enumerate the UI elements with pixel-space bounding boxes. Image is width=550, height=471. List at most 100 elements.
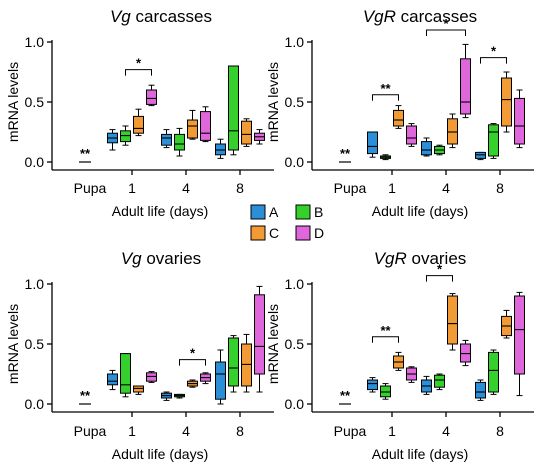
y-tick-label: 1.0	[25, 276, 45, 292]
box-a	[367, 131, 378, 158]
panel-title: VgR ovaries	[374, 249, 467, 268]
box-d	[406, 123, 417, 147]
legend-label-d: D	[314, 225, 324, 241]
box-iqr	[241, 120, 252, 145]
box-a	[215, 349, 226, 405]
box-iqr	[120, 353, 131, 394]
x-tick-label: 8	[236, 180, 244, 196]
panel-title: Vg ovaries	[121, 249, 201, 268]
y-tick-label: 1.0	[25, 34, 45, 50]
box-b	[228, 65, 239, 156]
x-tick-label: Pupa	[74, 180, 107, 196]
box-c	[187, 109, 198, 140]
x-tick-label: 1	[388, 180, 396, 196]
panel-title-italic: VgR	[374, 249, 407, 268]
box-iqr	[514, 97, 525, 145]
box-iqr	[421, 141, 432, 156]
box-c	[241, 333, 252, 393]
box-a	[215, 138, 226, 159]
box-iqr	[146, 89, 157, 105]
box-iqr	[161, 133, 172, 146]
bracket-label: *	[437, 262, 443, 277]
significance-bracket: *	[179, 346, 206, 366]
box-b	[380, 154, 391, 161]
box-a	[475, 151, 486, 161]
box-c	[447, 113, 458, 149]
box-c	[447, 293, 458, 351]
box-a	[421, 137, 432, 157]
box-a	[161, 391, 172, 401]
box-iqr	[367, 379, 378, 391]
y-tick-label: 0.5	[25, 336, 45, 352]
box-iqr	[488, 351, 499, 393]
panel-title-italic: VgR	[363, 7, 396, 26]
x-axis-title: Adult life (days)	[372, 446, 468, 462]
box-c	[501, 309, 512, 339]
legend-swatch-b	[295, 204, 311, 220]
box-iqr	[393, 109, 404, 127]
significance-bracket: *	[480, 44, 507, 64]
box-iqr	[501, 77, 512, 127]
bracket-line	[480, 57, 507, 64]
bracket-label: *	[190, 346, 196, 361]
box-iqr	[460, 343, 471, 363]
box-d	[460, 43, 471, 119]
box-b	[488, 123, 499, 159]
box-a	[107, 369, 118, 391]
box-b	[174, 127, 185, 157]
box-iqr	[146, 372, 157, 382]
box-iqr	[215, 361, 226, 400]
x-tick-label: Pupa	[74, 423, 107, 439]
pupa-significance-mark: **	[80, 146, 91, 161]
legend-label-c: C	[269, 225, 279, 241]
panel-title: Vg carcasses	[110, 7, 212, 26]
y-axis-title: mRNA levels	[5, 62, 21, 142]
significance-bracket: **	[372, 81, 399, 101]
box-d	[146, 84, 157, 107]
box-iqr	[200, 111, 211, 141]
box-d	[254, 129, 265, 145]
box-b	[174, 393, 185, 399]
box-c	[393, 351, 404, 371]
box-iqr	[380, 385, 391, 398]
box-d	[146, 371, 157, 383]
y-tick-label: 0.5	[285, 94, 305, 110]
y-tick-label: 1.0	[285, 276, 305, 292]
bracket-label: *	[443, 16, 449, 31]
x-tick-label: 4	[442, 423, 450, 439]
pupa-significance-mark: **	[80, 388, 91, 403]
x-tick-label: 8	[236, 423, 244, 439]
box-d	[406, 366, 417, 383]
y-tick-label: 0.0	[285, 396, 305, 412]
legend: A B C D	[250, 204, 324, 241]
x-tick-label: 1	[128, 180, 136, 196]
bracket-label: *	[491, 44, 497, 59]
box-d	[254, 285, 265, 393]
box-iqr	[447, 295, 458, 345]
x-tick-label: 4	[182, 423, 190, 439]
box-iqr	[228, 65, 239, 151]
significance-bracket: *	[426, 262, 453, 282]
panel-title-italic: Vg	[121, 249, 142, 268]
x-tick-label: 1	[388, 423, 396, 439]
x-tick-label: 1	[128, 423, 136, 439]
box-b	[228, 335, 239, 393]
panel-title-rest: ovaries	[142, 249, 202, 268]
box-iqr	[241, 343, 252, 387]
bracket-label: **	[380, 323, 391, 338]
box-iqr	[514, 295, 525, 375]
significance-bracket: *	[426, 16, 466, 36]
box-iqr	[447, 118, 458, 145]
box-iqr	[187, 119, 198, 139]
box-iqr	[107, 373, 118, 386]
legend-swatch-c	[250, 225, 266, 241]
box-iqr	[133, 385, 144, 393]
bracket-label: *	[136, 56, 142, 71]
y-axis-title: mRNA levels	[265, 304, 281, 384]
box-c	[393, 105, 404, 129]
box-a	[421, 375, 432, 395]
box-d	[460, 339, 471, 367]
box-b	[120, 353, 131, 398]
